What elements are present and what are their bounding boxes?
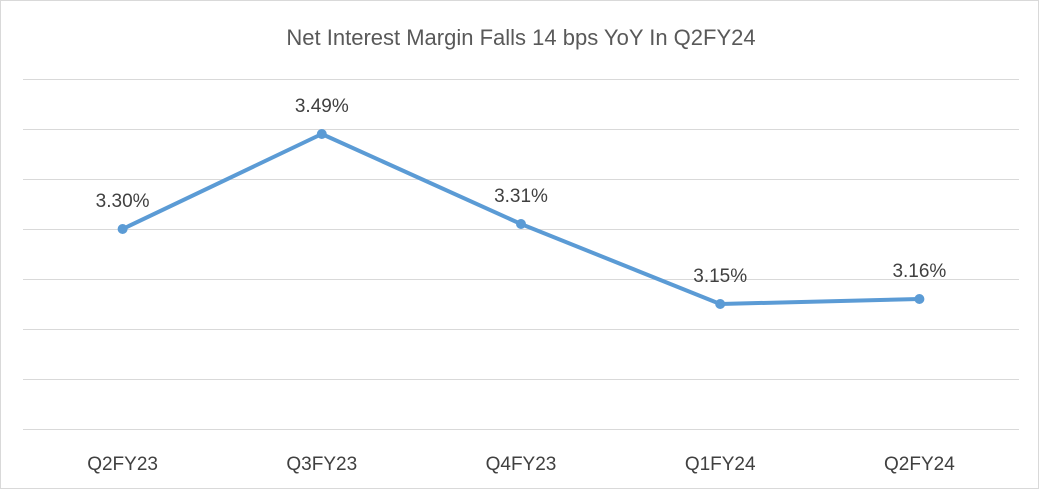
data-point-q2fy24 — [914, 294, 925, 304]
data-label-q3fy23: 3.49% — [295, 96, 349, 117]
x-tick-label-q2fy23: Q2FY23 — [87, 454, 158, 475]
data-point-q2fy23 — [117, 224, 128, 234]
data-point-q3fy23 — [316, 129, 327, 139]
data-label-q1fy24: 3.15% — [693, 266, 747, 287]
x-tick-label-q1fy24: Q1FY24 — [685, 454, 756, 475]
x-tick-label-q3fy23: Q3FY23 — [286, 454, 357, 475]
data-point-q4fy23 — [516, 219, 526, 229]
gridlines — [23, 79, 1019, 430]
x-tick-label-q4fy23: Q4FY23 — [486, 454, 557, 475]
x-axis-tick-labels: Q2FY23 Q3FY23 Q4FY23 Q1FY24 Q2FY24 — [87, 454, 955, 475]
series-line-group: 3.30% 3.49% 3.31% 3.15% 3.16% — [96, 96, 946, 309]
data-label-q2fy23: 3.30% — [96, 191, 150, 212]
data-label-q2fy24: 3.16% — [892, 261, 946, 282]
data-point-q1fy24 — [715, 299, 726, 309]
x-tick-label-q2fy24: Q2FY24 — [884, 454, 955, 475]
data-label-q4fy23: 3.31% — [494, 186, 548, 207]
chart-title: Net Interest Margin Falls 14 bps YoY In … — [286, 25, 755, 50]
